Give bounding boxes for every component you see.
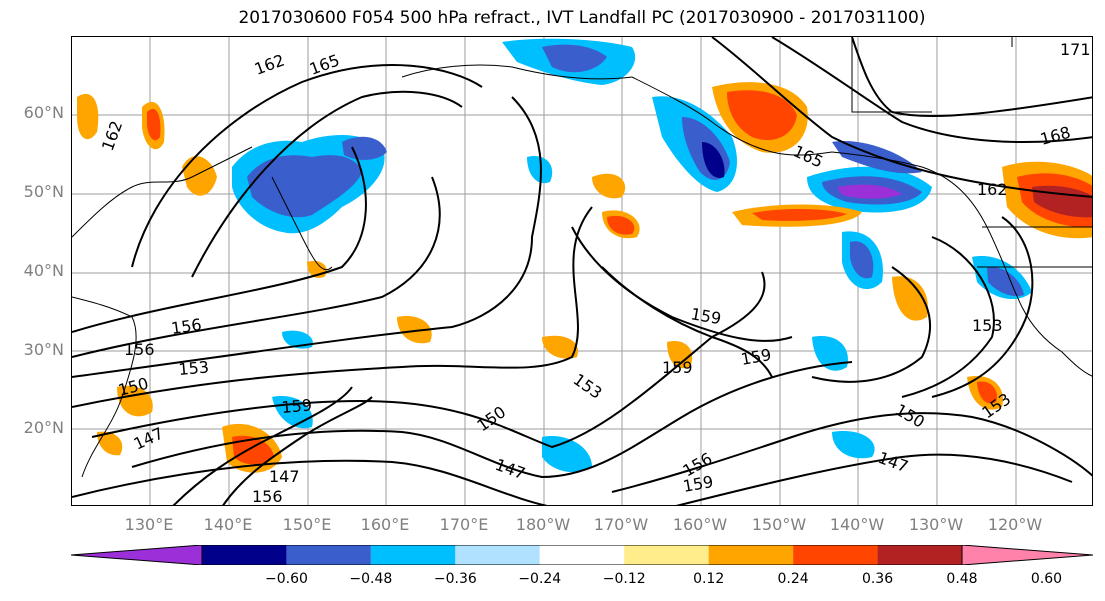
colorbar-tick-label: −0.48 [349, 571, 393, 587]
map-panel: 162 165 162 171 168 165 162 156 156 153 … [71, 36, 1093, 506]
contour-label: 168 [1038, 123, 1072, 149]
colorbar-extend-high [961, 545, 1093, 565]
lat-label-30n: 30°N [23, 340, 64, 359]
lat-label-60n: 60°N [23, 103, 64, 122]
contour-label: 156 [124, 340, 155, 359]
lon-label-130e: 130°E [124, 515, 174, 534]
lon-label-140w: 140°W [829, 515, 885, 534]
ivt-shading [77, 38, 1092, 473]
colorbar-extend-low [71, 545, 203, 565]
colorbar-tick-label: −0.36 [433, 571, 477, 587]
contour-label: 156 [170, 315, 203, 338]
lon-label-150e: 150°E [282, 515, 332, 534]
contour-label: 153 [570, 370, 606, 403]
colorbar-tick-label: 0.36 [861, 571, 894, 587]
lat-label-40n: 40°N [23, 261, 64, 280]
lon-label-130w: 130°W [908, 515, 964, 534]
colorbar-segment [793, 545, 878, 565]
contour-label: 153 [972, 316, 1003, 335]
refractivity-contours [72, 37, 1092, 505]
colorbar-tick-label: −0.12 [602, 571, 646, 587]
colorbar-segment [370, 545, 456, 565]
lon-label-170e: 170°E [439, 515, 489, 534]
colorbar-tick-label: −0.24 [518, 571, 562, 587]
colorbar-segment [455, 545, 540, 565]
contour-label: 162 [977, 180, 1008, 199]
colorbar-segment [624, 545, 709, 565]
colorbar-segment [708, 545, 794, 565]
contour-label: 159 [739, 345, 772, 369]
contour-label: 162 [98, 118, 126, 153]
contour-label: 147 [269, 467, 300, 486]
lon-label-160w: 160°W [672, 515, 728, 534]
lon-label-180w: 180°W [515, 515, 571, 534]
contour-label: 150 [473, 402, 509, 435]
lon-label-120w: 120°W [987, 515, 1043, 534]
contour-label: 159 [281, 395, 313, 417]
lat-label-50n: 50°N [23, 182, 64, 201]
colorbar-tick-label: 0.60 [1030, 571, 1063, 587]
map-title: 2017030600 F054 500 hPa refract., IVT La… [238, 8, 926, 28]
contour-label: 153 [178, 357, 210, 379]
contour-label: 159 [681, 472, 714, 496]
colorbar-tick-label: 0.12 [693, 571, 725, 587]
contour-label: 162 [252, 50, 287, 78]
colorbar-segment [877, 545, 962, 565]
contour-label: 165 [790, 141, 826, 171]
colorbar-segment [202, 545, 287, 565]
contour-label: 165 [307, 50, 342, 78]
coastlines [72, 37, 1092, 478]
colorbar-tick-label: 0.24 [777, 571, 809, 587]
colorbar-segment [539, 545, 625, 565]
colorbar-tick-label: 0.48 [946, 571, 978, 587]
contour-label: 147 [493, 455, 528, 483]
colorbar-tick-label: −0.60 [264, 571, 308, 587]
lat-label-20n: 20°N [23, 418, 64, 437]
colorbar-segment [286, 545, 371, 565]
lon-label-160e: 160°E [360, 515, 410, 534]
lon-label-140e: 140°E [203, 515, 253, 534]
map-canvas: 162 165 162 171 168 165 162 156 156 153 … [72, 37, 1092, 506]
lon-label-170w: 170°W [593, 515, 649, 534]
contour-label: 171 [1060, 40, 1091, 59]
contour-label: 156 [252, 487, 283, 506]
contour-label: 150 [892, 400, 928, 432]
lon-label-150w: 150°W [751, 515, 807, 534]
contour-label: 159 [662, 358, 693, 377]
contour-label: 147 [876, 448, 911, 476]
colorbar [71, 545, 1093, 565]
